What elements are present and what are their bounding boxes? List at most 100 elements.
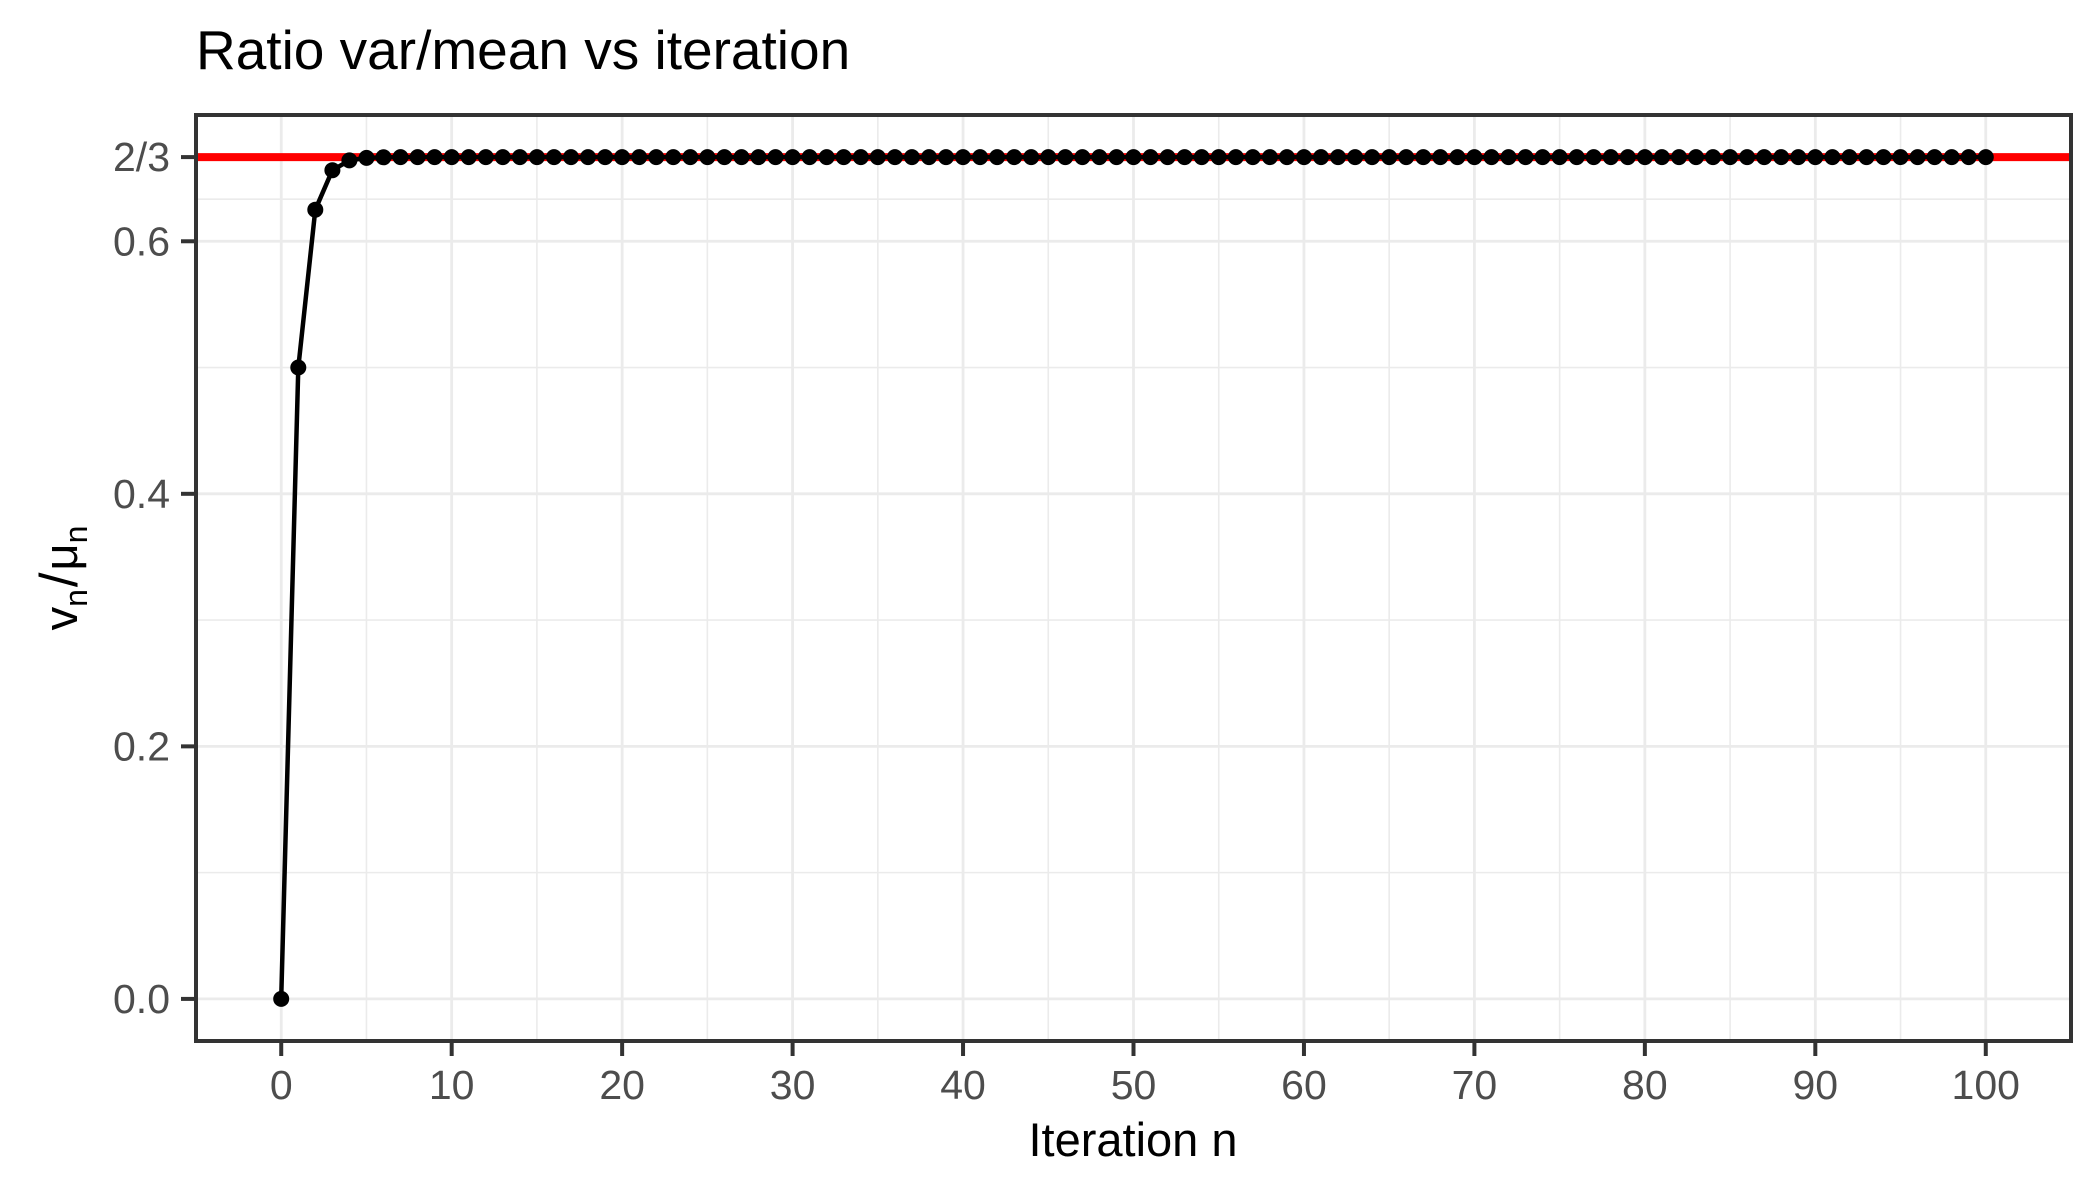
data-point: [1210, 149, 1227, 166]
data-point: [1040, 149, 1057, 166]
y-axis-title: vn/μn: [29, 526, 95, 631]
y-axis-title-numerator-sub: n: [58, 589, 95, 607]
data-point: [1500, 149, 1517, 166]
data-point: [358, 149, 375, 166]
data-point: [392, 149, 409, 166]
data-point: [1671, 149, 1687, 166]
data-point: [1381, 149, 1398, 166]
data-point: [818, 149, 835, 166]
x-axis-title: Iteration n: [1028, 1113, 1238, 1166]
data-point: [1313, 149, 1329, 166]
data-point: [1176, 149, 1193, 166]
data-point: [886, 149, 903, 166]
data-point: [648, 149, 665, 166]
data-point: [1125, 149, 1142, 166]
data-point: [1960, 149, 1977, 166]
x-tick-label: 30: [770, 1062, 816, 1108]
data-point: [699, 149, 716, 166]
data-point: [835, 149, 852, 166]
data-point: [1261, 149, 1278, 166]
data-point: [1091, 149, 1108, 166]
data-point: [1415, 149, 1432, 166]
data-point: [784, 149, 801, 166]
data-point: [1790, 149, 1807, 166]
data-point: [1278, 149, 1295, 166]
data-point: [1909, 149, 1926, 166]
data-point: [1023, 149, 1040, 166]
y-axis-title-numerator: v: [33, 606, 87, 631]
x-tick-label: 90: [1793, 1062, 1839, 1108]
x-tick-label: 20: [599, 1062, 645, 1108]
data-point: [1722, 149, 1739, 166]
data-point: [1296, 149, 1312, 166]
data-point: [1807, 149, 1824, 166]
data-point: [494, 149, 511, 166]
data-point: [546, 149, 562, 166]
data-point: [665, 149, 682, 166]
data-point: [1841, 149, 1858, 166]
data-point: [1739, 149, 1756, 166]
data-point: [1330, 149, 1346, 166]
data-point: [1943, 149, 1960, 166]
y-tick-label: 0.0: [113, 976, 170, 1022]
data-point: [1756, 149, 1773, 166]
data-point: [1892, 149, 1909, 166]
data-point: [989, 149, 1006, 166]
data-point: [460, 149, 477, 166]
chart-title: Ratio var/mean vs iteration: [196, 19, 851, 81]
data-point: [528, 149, 545, 166]
data-point: [563, 149, 579, 166]
data-point: [1568, 149, 1585, 166]
data-point: [477, 149, 494, 166]
data-point: [1074, 149, 1091, 166]
data-point: [443, 149, 460, 166]
data-point: [1006, 149, 1023, 166]
x-tick-label: 100: [1952, 1062, 2020, 1108]
data-point: [580, 149, 596, 166]
x-tick-label: 50: [1111, 1062, 1157, 1108]
y-tick-label: 0.4: [113, 471, 170, 517]
data-point: [1517, 149, 1534, 166]
data-point: [1534, 149, 1551, 166]
x-tick-label: 70: [1452, 1062, 1498, 1108]
data-point: [938, 149, 954, 166]
data-point: [1244, 149, 1261, 166]
data-point: [1705, 149, 1721, 166]
data-point: [426, 149, 443, 166]
data-point: [1926, 149, 1943, 166]
x-tick-label: 40: [940, 1062, 986, 1108]
panel-border: [194, 113, 2073, 1043]
data-point: [1636, 149, 1653, 166]
data-point: [1551, 149, 1568, 166]
data-point: [750, 149, 767, 166]
data-point: [801, 149, 818, 166]
data-point: [273, 990, 290, 1007]
data-point: [1602, 149, 1619, 166]
x-tick-label: 10: [429, 1062, 475, 1108]
data-point: [341, 152, 358, 169]
data-point: [972, 149, 989, 166]
data-point: [1483, 149, 1500, 166]
y-axis-title-denominator: μ: [33, 543, 87, 571]
data-point: [631, 149, 648, 166]
data-point: [903, 149, 920, 166]
data-point: [1977, 149, 1994, 166]
data-point: [1398, 149, 1415, 166]
data-point: [324, 162, 341, 179]
data-point: [1858, 149, 1875, 166]
data-point: [716, 149, 733, 166]
data-point: [1619, 149, 1636, 166]
data-point: [1824, 149, 1841, 166]
y-axis-title-denominator-sub: n: [58, 525, 95, 544]
data-point: [1432, 149, 1449, 166]
data-point: [290, 359, 307, 376]
data-point: [767, 149, 784, 166]
x-tick-label: 80: [1622, 1062, 1668, 1108]
data-point: [1449, 149, 1466, 166]
y-tick-label: 0.6: [113, 218, 170, 264]
data-point: [307, 201, 324, 218]
x-tick-label: 60: [1281, 1062, 1327, 1108]
data-point: [511, 149, 528, 166]
data-point: [597, 149, 614, 166]
